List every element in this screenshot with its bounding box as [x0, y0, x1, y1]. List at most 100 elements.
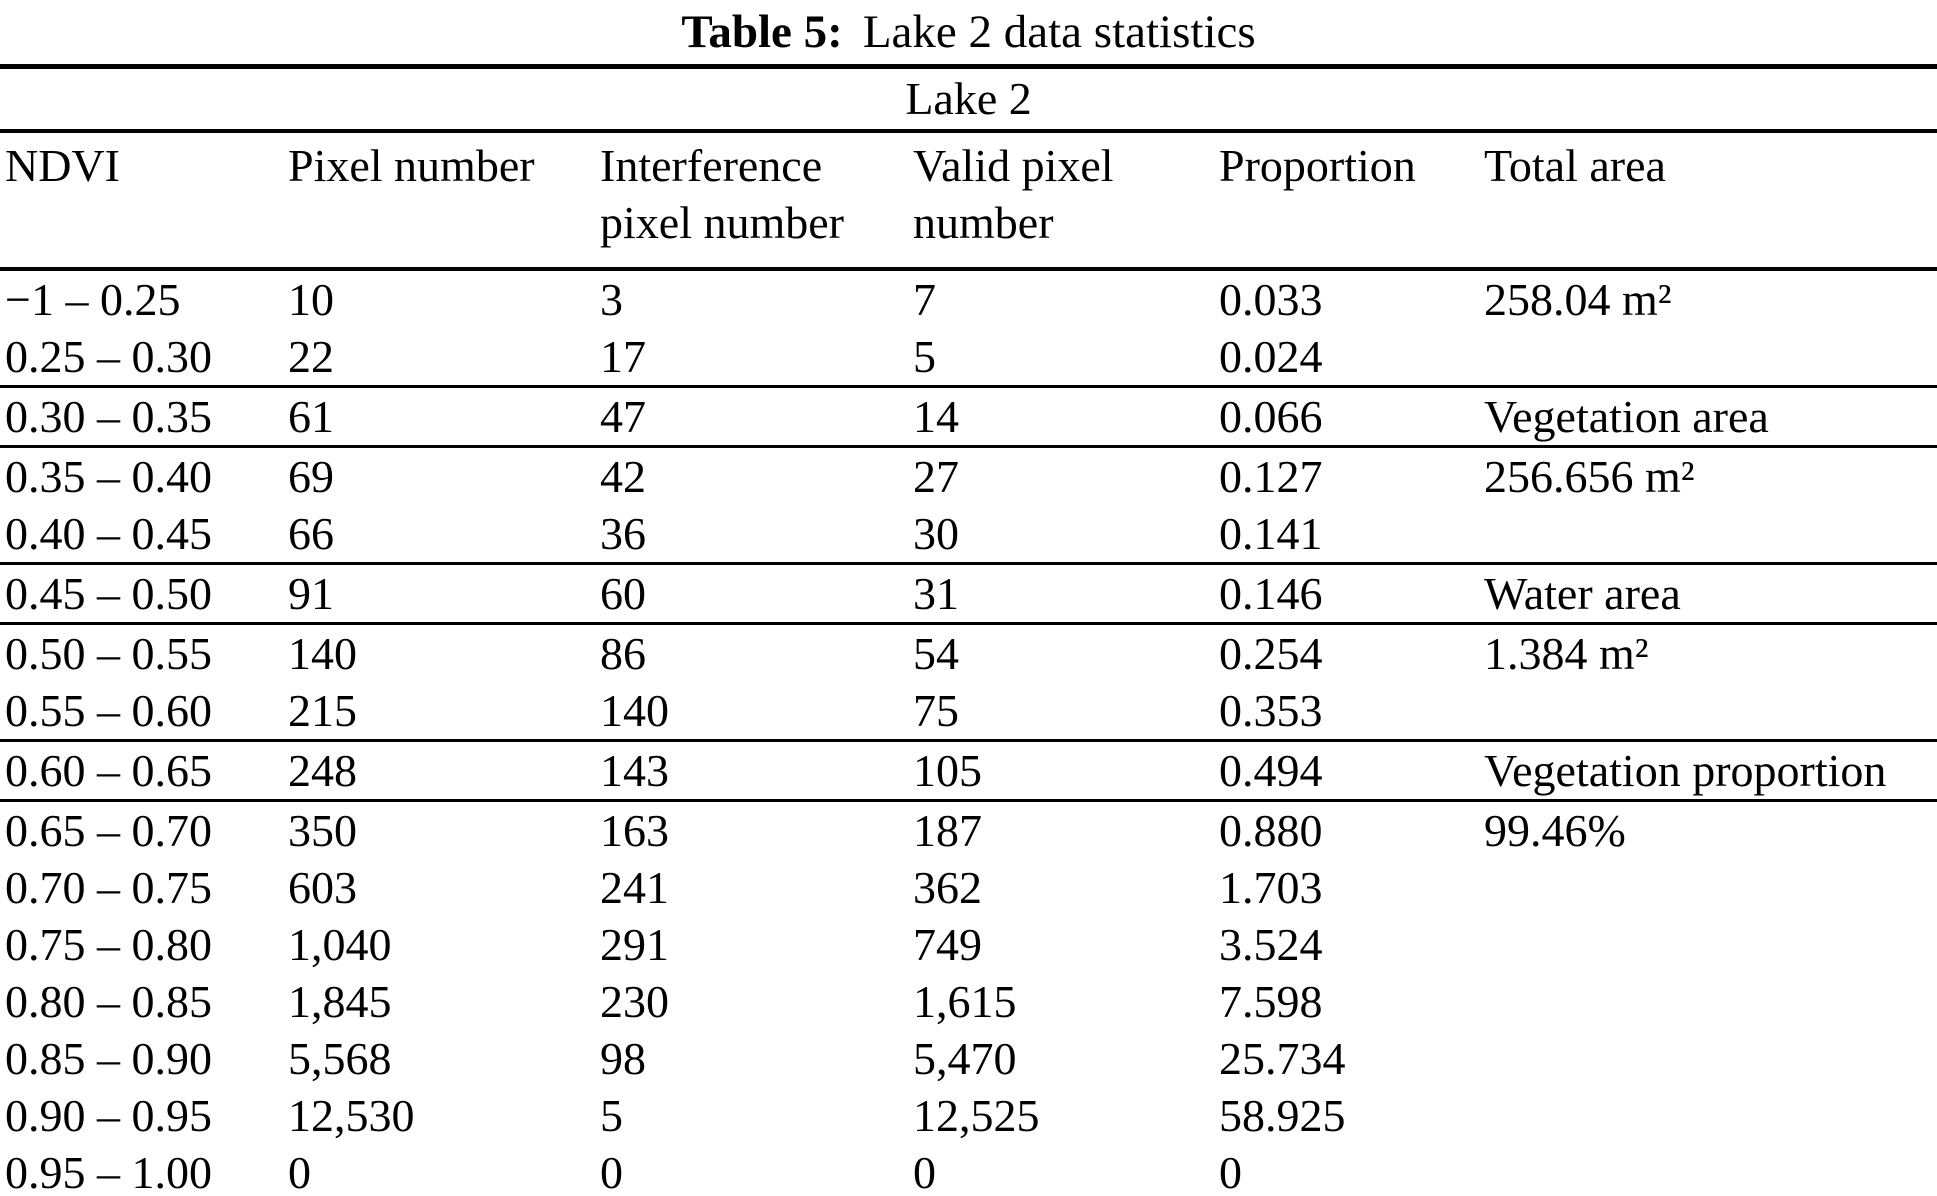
cell-ndvi: 0.25 – 0.30 [0, 328, 288, 388]
cell-proportion: 0.254 [1219, 627, 1323, 679]
cell-total-area [1484, 916, 1937, 973]
table-body: −1 – 0.25 10 3 7 0.033 258.04 m² 0.25 – 0.30 22… [0, 269, 1937, 1196]
cell-pixel-number: 91 [288, 563, 600, 625]
cell-proportion: 0.494 [1219, 740, 1484, 802]
cell-proportion: 3.524 [1219, 918, 1323, 970]
table-row: 0.45 – 0.50 91 60 31 0.146 Water area [0, 563, 1937, 625]
column-header-proportion: Proportion [1219, 131, 1484, 271]
table-row: 0.60 – 0.65 248 143 105 0.494 Vegetation prop… [0, 740, 1937, 802]
table-row: 0.70 – 0.75 603 241 362 1.703 [0, 859, 1937, 916]
cell-ndvi: 0.80 – 0.85 [5, 975, 212, 1027]
span-header-lake2: Lake 2 [0, 66, 1937, 133]
cell-valid-pixel-number: 105 [913, 740, 1219, 802]
cell-interference-pixel-number: 0 [600, 1146, 623, 1196]
cell-ndvi: 0.35 – 0.40 [5, 450, 212, 502]
cell-interference-pixel-number: 42 [600, 450, 646, 502]
cell-valid-pixel-number: 187 [913, 804, 982, 856]
cell-interference-pixel-number: 230 [600, 975, 669, 1027]
cell-total-area [1484, 973, 1937, 1030]
span-header-row: Lake 2 [0, 66, 1937, 133]
cell-proportion: 7.598 [1219, 975, 1323, 1027]
cell-interference-pixel-number: 98 [600, 1032, 646, 1084]
cell-total-area: 1.384 m² [1484, 627, 1649, 679]
cell-proportion: 58.925 [1219, 1089, 1346, 1141]
cell-pixel-number: 10 [288, 273, 334, 325]
cell-interference-pixel-number: 163 [600, 804, 669, 856]
table-number-label: Table 5: [681, 6, 843, 58]
column-header-pixel-number: Pixel number [288, 131, 600, 271]
cell-total-area [1484, 682, 1937, 742]
table-row: 0.90 – 0.95 12,530 5 12,525 58.925 [0, 1087, 1937, 1144]
column-header-total-area: Total area [1484, 131, 1937, 271]
cell-ndvi: 0.85 – 0.90 [5, 1032, 212, 1084]
cell-pixel-number: 12,530 [288, 1089, 415, 1141]
cell-pixel-number: 66 [288, 505, 600, 565]
cell-valid-pixel-number: 75 [913, 682, 1219, 742]
cell-ndvi: 0.50 – 0.55 [5, 627, 212, 679]
data-table: Lake 2 NDVI Pixel number Interference pi… [0, 64, 1937, 1196]
cell-total-area: Vegetation proportion [1484, 740, 1937, 802]
table-caption-text: Lake 2 data statistics [862, 6, 1256, 58]
column-header-ndvi: NDVI [0, 131, 288, 271]
cell-pixel-number: 140 [288, 627, 357, 679]
cell-total-area [1484, 1144, 1937, 1196]
column-header-row: NDVI Pixel number Interference pixel num… [0, 131, 1937, 271]
cell-proportion: 0.880 [1219, 804, 1323, 856]
cell-proportion: 0.146 [1219, 563, 1484, 625]
cell-interference-pixel-number: 36 [600, 505, 913, 565]
table-head: Lake 2 NDVI Pixel number Interference pi… [0, 66, 1937, 271]
cell-pixel-number: 5,568 [288, 1032, 392, 1084]
cell-ndvi: −1 – 0.25 [5, 273, 181, 325]
table-row: 0.55 – 0.60 215 140 75 0.353 [0, 682, 1937, 742]
cell-interference-pixel-number: 60 [600, 563, 913, 625]
cell-interference-pixel-number: 86 [600, 627, 646, 679]
table-row: 0.50 – 0.55 140 86 54 0.254 1.384 m² [0, 624, 1937, 683]
cell-valid-pixel-number: 31 [913, 563, 1219, 625]
cell-interference-pixel-number: 17 [600, 328, 913, 388]
cell-interference-pixel-number: 143 [600, 740, 913, 802]
cell-valid-pixel-number: 12,525 [913, 1089, 1040, 1141]
cell-valid-pixel-number: 5 [913, 328, 1219, 388]
table-row: 0.75 – 0.80 1,040 291 749 3.524 [0, 916, 1937, 973]
cell-pixel-number: 1,845 [288, 975, 392, 1027]
cell-total-area: 258.04 m² [1484, 273, 1672, 325]
cell-valid-pixel-number: 14 [913, 386, 1219, 448]
cell-total-area: Water area [1484, 563, 1937, 625]
cell-valid-pixel-number: 7 [913, 273, 936, 325]
cell-valid-pixel-number: 0 [913, 1146, 936, 1196]
cell-interference-pixel-number: 47 [600, 386, 913, 448]
cell-ndvi: 0.90 – 0.95 [5, 1089, 212, 1141]
cell-total-area [1484, 1087, 1937, 1144]
cell-pixel-number: 603 [288, 861, 357, 913]
cell-proportion: 0.353 [1219, 682, 1484, 742]
cell-ndvi: 0.65 – 0.70 [5, 804, 212, 856]
column-header-valid-pixel-number: Valid pixel number [913, 131, 1219, 271]
cell-ndvi: 0.75 – 0.80 [5, 918, 212, 970]
column-header-interference-pixel-number: Interference pixel number [600, 131, 913, 271]
cell-valid-pixel-number: 362 [913, 861, 982, 913]
cell-interference-pixel-number: 3 [600, 273, 623, 325]
cell-total-area [1484, 328, 1937, 388]
cell-ndvi: 0.70 – 0.75 [5, 861, 212, 913]
cell-valid-pixel-number: 749 [913, 918, 982, 970]
cell-pixel-number: 248 [288, 740, 600, 802]
table-row: 0.65 – 0.70 350 163 187 0.880 99.46% [0, 801, 1937, 860]
cell-total-area [1484, 505, 1937, 565]
table-row: −1 – 0.25 10 3 7 0.033 258.04 m² [0, 269, 1937, 328]
table-row: 0.35 – 0.40 69 42 27 0.127 256.656 m² [0, 447, 1937, 506]
cell-valid-pixel-number: 54 [913, 627, 959, 679]
table-caption: Table 5: Lake 2 data statistics [0, 0, 1937, 64]
table-row: 0.25 – 0.30 22 17 5 0.024 [0, 328, 1937, 388]
cell-ndvi: 0.55 – 0.60 [0, 682, 288, 742]
cell-ndvi: 0.40 – 0.45 [0, 505, 288, 565]
cell-valid-pixel-number: 30 [913, 505, 1219, 565]
table-row: 0.85 – 0.90 5,568 98 5,470 25.734 [0, 1030, 1937, 1087]
cell-ndvi: 0.95 – 1.00 [5, 1146, 212, 1196]
cell-proportion: 0.066 [1219, 386, 1484, 448]
cell-pixel-number: 61 [288, 386, 600, 448]
cell-ndvi: 0.60 – 0.65 [0, 740, 288, 802]
cell-pixel-number: 69 [288, 450, 334, 502]
cell-proportion: 0.024 [1219, 328, 1484, 388]
cell-valid-pixel-number: 27 [913, 450, 959, 502]
